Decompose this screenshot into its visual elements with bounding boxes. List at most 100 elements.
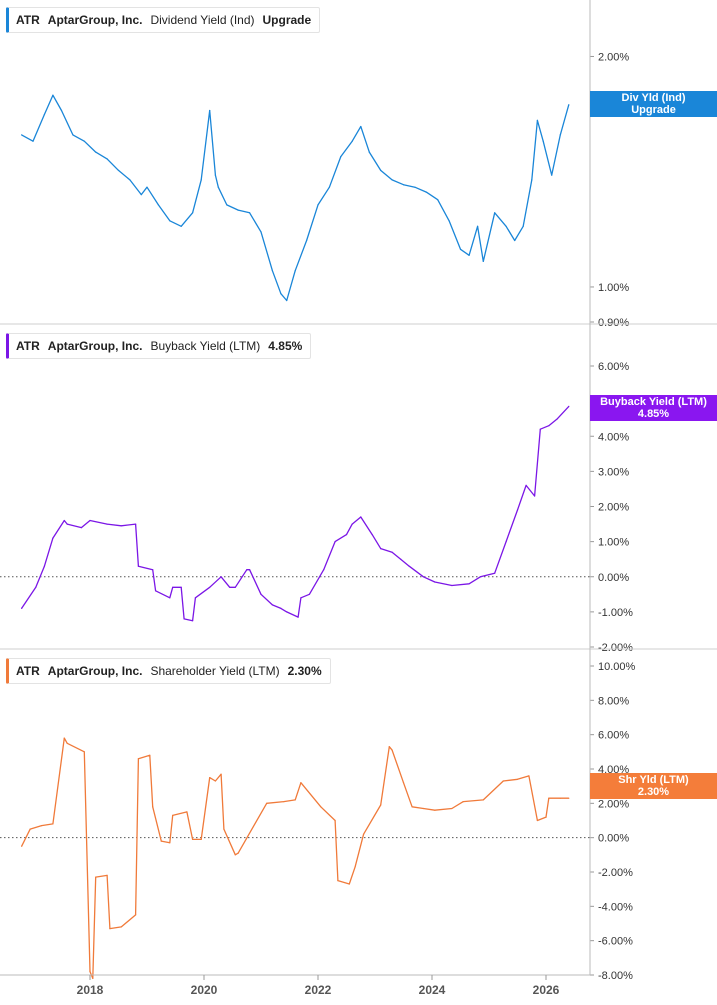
data-point — [106, 874, 108, 877]
x-tick-label: 2026 — [533, 983, 560, 997]
data-point — [234, 854, 236, 856]
data-point — [434, 581, 436, 583]
data-point — [345, 534, 348, 536]
legend-ticker: ATR — [16, 664, 40, 678]
data-point — [368, 151, 370, 153]
data-point — [334, 819, 336, 822]
last-value-tag-shareholder: Shr Yld (LTM) 2.30% — [590, 773, 717, 799]
data-point — [502, 780, 504, 782]
y-tick-label: -6.00% — [598, 936, 633, 948]
data-point — [505, 541, 507, 543]
data-point — [63, 737, 65, 739]
legend-shareholder-yield: ATR AptarGroup, Inc. Shareholder Yield (… — [6, 658, 331, 684]
data-point — [120, 525, 122, 527]
data-point — [209, 586, 211, 588]
data-point — [380, 169, 382, 171]
tag-value: 4.85% — [637, 408, 670, 420]
tag-value: Upgrade — [631, 104, 676, 116]
data-point — [35, 586, 37, 588]
legend-dividend-yield: ATR AptarGroup, Inc. Dividend Yield (Ind… — [6, 7, 321, 33]
data-point — [422, 807, 424, 810]
y-tick-label: 3.00% — [598, 466, 629, 478]
tag-label: Div Yld (Ind) — [621, 92, 686, 104]
data-point — [41, 825, 43, 827]
data-point — [328, 186, 330, 188]
data-point — [568, 797, 570, 799]
y-tick-label: 0.00% — [598, 572, 629, 584]
y-tick-label: -8.00% — [598, 970, 633, 982]
data-point — [214, 174, 216, 176]
legend-company: AptarGroup, Inc. — [47, 664, 143, 678]
data-point — [568, 104, 570, 106]
series-line — [21, 94, 570, 302]
data-point — [109, 928, 111, 930]
data-point — [300, 597, 302, 599]
y-tick-label: 4.00% — [598, 431, 629, 443]
data-point — [297, 616, 299, 618]
data-point — [354, 866, 356, 868]
data-point — [83, 140, 85, 142]
series-line — [21, 737, 569, 980]
data-point — [514, 239, 516, 242]
data-point — [391, 179, 393, 181]
data-point — [52, 823, 54, 825]
data-point — [180, 225, 182, 227]
legend-company: AptarGroup, Inc. — [47, 13, 143, 27]
data-point — [160, 840, 162, 842]
data-point — [351, 523, 353, 525]
data-point — [95, 151, 97, 153]
data-point — [271, 604, 273, 606]
data-point — [477, 225, 479, 227]
data-point — [249, 212, 251, 214]
data-point — [323, 569, 325, 571]
data-point — [539, 428, 541, 430]
data-point — [337, 880, 339, 882]
data-point — [92, 977, 94, 980]
y-tick-label: 2.00% — [598, 51, 629, 63]
data-point — [286, 299, 288, 302]
data-point — [172, 586, 174, 588]
y-tick-label: 6.00% — [598, 361, 629, 373]
data-point — [306, 239, 308, 242]
data-point — [140, 194, 142, 196]
data-point — [260, 593, 262, 595]
data-point — [525, 484, 527, 486]
data-point — [52, 537, 54, 539]
data-point — [468, 254, 470, 256]
tag-value: 2.30% — [637, 786, 670, 798]
data-point — [29, 828, 31, 830]
x-tick-label: 2020 — [191, 983, 218, 997]
data-point — [106, 523, 108, 525]
data-point — [266, 802, 268, 804]
data-point — [391, 749, 393, 751]
data-point — [551, 174, 553, 176]
data-point — [43, 113, 46, 116]
data-point — [89, 971, 91, 973]
data-point — [192, 212, 194, 214]
data-point — [172, 814, 174, 817]
data-point — [334, 541, 336, 543]
data-point — [516, 778, 519, 780]
data-point — [117, 169, 120, 171]
data-point — [422, 576, 424, 578]
legend-value: 2.30% — [287, 664, 322, 678]
data-point — [434, 809, 436, 811]
data-point — [468, 583, 470, 585]
data-point — [380, 548, 382, 550]
y-tick-label: 0.90% — [598, 317, 629, 329]
data-point — [280, 293, 282, 295]
last-value-tag-dividend: Div Yld (Ind) Upgrade — [590, 91, 717, 117]
data-point — [194, 597, 196, 599]
data-point — [462, 801, 464, 803]
legend-ticker: ATR — [16, 13, 40, 27]
data-point — [220, 773, 222, 775]
y-tick-label: 8.00% — [598, 695, 629, 707]
data-point — [425, 191, 427, 193]
data-point — [300, 782, 302, 784]
data-point — [294, 799, 296, 801]
data-point — [183, 618, 185, 620]
data-point — [157, 204, 159, 206]
data-point — [155, 590, 157, 592]
legend-ticker: ATR — [16, 339, 40, 353]
legend-value: 4.85% — [268, 339, 303, 353]
